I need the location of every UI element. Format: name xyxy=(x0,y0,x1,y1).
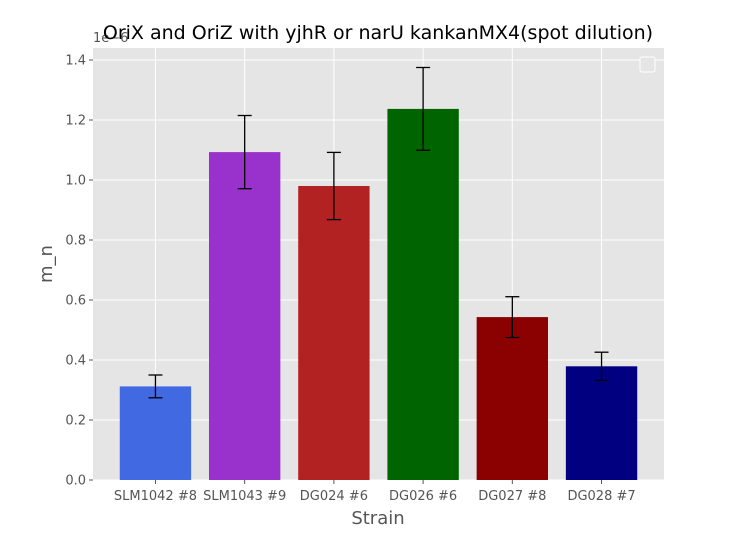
bar xyxy=(476,317,549,480)
x-tick-label: DG028 #7 xyxy=(567,489,635,504)
x-tick-label: SLM1042 #8 xyxy=(114,489,197,504)
y-tick-label: 0.6 xyxy=(65,294,86,309)
bar xyxy=(208,152,281,480)
bar xyxy=(298,186,370,480)
y-tick-label: 1.4 xyxy=(65,54,86,69)
bar xyxy=(119,386,192,480)
y-tick-label: 1.2 xyxy=(65,114,86,129)
x-tick-label: DG024 #6 xyxy=(300,489,368,504)
y-tick-label: 0.0 xyxy=(65,474,86,489)
x-tick-label: DG026 #6 xyxy=(389,489,457,504)
x-tick-label: DG027 #8 xyxy=(478,489,546,504)
y-tick-label: 0.2 xyxy=(65,414,86,429)
x-tick-label: SLM1043 #9 xyxy=(203,489,286,504)
y-tick-label: 0.8 xyxy=(65,234,86,249)
y-axis-title: m_n xyxy=(36,245,57,283)
legend-box xyxy=(639,56,656,73)
chart-title: OriX and OriZ with yjhR or narU kankanMX… xyxy=(103,22,653,44)
bar xyxy=(565,366,638,480)
y-tick-label: 1.0 xyxy=(65,174,86,189)
bars xyxy=(119,108,638,481)
y-tick-label: 0.4 xyxy=(65,354,86,369)
error-bars xyxy=(148,66,609,399)
x-axis-title: Strain xyxy=(351,508,404,529)
bar xyxy=(387,108,459,481)
x-tick-labels: SLM1042 #8 SLM1043 #9 DG024 #6 DG026 #6 DG02… xyxy=(114,480,636,504)
y-tick-labels: 0.0 0.2 0.4 0.6 0.8 1.0 1.2 1.4 xyxy=(65,54,93,489)
y-offset-label: 1e−6 xyxy=(93,31,128,46)
